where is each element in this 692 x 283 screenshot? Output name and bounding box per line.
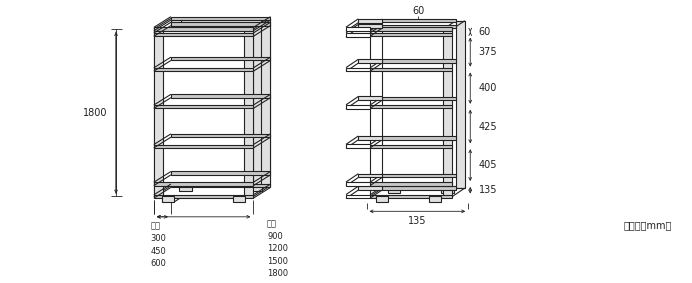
Bar <box>456 21 465 188</box>
Bar <box>370 145 453 148</box>
Bar <box>376 196 388 202</box>
Polygon shape <box>358 59 383 63</box>
Polygon shape <box>171 94 271 98</box>
Bar <box>154 29 253 196</box>
Bar <box>429 196 441 202</box>
Bar <box>244 29 253 196</box>
Bar <box>444 29 453 196</box>
Bar <box>346 33 370 37</box>
Polygon shape <box>171 18 271 186</box>
Bar <box>370 68 453 71</box>
Polygon shape <box>358 186 383 190</box>
Text: 外寸
900
1200
1500
1800: 外寸 900 1200 1500 1800 <box>267 219 288 278</box>
Polygon shape <box>383 136 456 140</box>
Bar <box>154 27 253 31</box>
Bar <box>154 195 253 198</box>
Polygon shape <box>358 97 383 100</box>
Polygon shape <box>383 186 456 190</box>
Text: 135: 135 <box>408 216 427 226</box>
Bar <box>370 182 453 186</box>
Bar <box>154 145 253 148</box>
Polygon shape <box>171 184 271 187</box>
Polygon shape <box>383 25 456 28</box>
Bar <box>162 196 174 202</box>
Bar <box>154 29 163 196</box>
Polygon shape <box>383 97 456 100</box>
Bar <box>346 182 370 186</box>
Bar <box>346 195 370 198</box>
Bar <box>346 105 370 109</box>
Text: 400: 400 <box>478 83 497 93</box>
Bar <box>154 33 253 36</box>
Polygon shape <box>358 24 383 28</box>
Polygon shape <box>358 19 383 23</box>
Bar <box>261 18 271 186</box>
Bar <box>370 27 453 31</box>
Polygon shape <box>358 174 383 177</box>
Text: 375: 375 <box>478 47 497 57</box>
Polygon shape <box>171 171 271 175</box>
Text: 60: 60 <box>412 6 424 16</box>
Bar <box>154 182 253 186</box>
Bar <box>346 27 370 31</box>
Bar <box>346 144 370 148</box>
Text: 60: 60 <box>478 27 491 37</box>
Polygon shape <box>383 19 456 22</box>
Polygon shape <box>383 59 456 63</box>
Text: （単位：mm）: （単位：mm） <box>623 220 672 230</box>
Text: 外寸
300
450
600: 外寸 300 450 600 <box>150 222 166 268</box>
Bar <box>370 105 453 108</box>
Bar <box>171 18 181 186</box>
Text: 135: 135 <box>478 185 497 195</box>
Text: 425: 425 <box>478 121 497 132</box>
Bar <box>388 188 400 193</box>
Polygon shape <box>171 57 271 61</box>
Bar <box>154 68 253 71</box>
Text: 405: 405 <box>478 160 497 170</box>
Bar <box>179 186 192 191</box>
Polygon shape <box>171 22 271 25</box>
Text: 1800: 1800 <box>83 108 108 118</box>
Polygon shape <box>171 134 271 137</box>
Bar <box>346 68 370 71</box>
Polygon shape <box>171 17 271 20</box>
Bar <box>154 105 253 108</box>
Bar <box>250 186 262 191</box>
Polygon shape <box>358 136 383 140</box>
Polygon shape <box>383 174 456 177</box>
Bar <box>233 196 245 202</box>
Bar <box>370 33 453 36</box>
Bar <box>370 195 453 198</box>
Bar <box>441 188 454 193</box>
